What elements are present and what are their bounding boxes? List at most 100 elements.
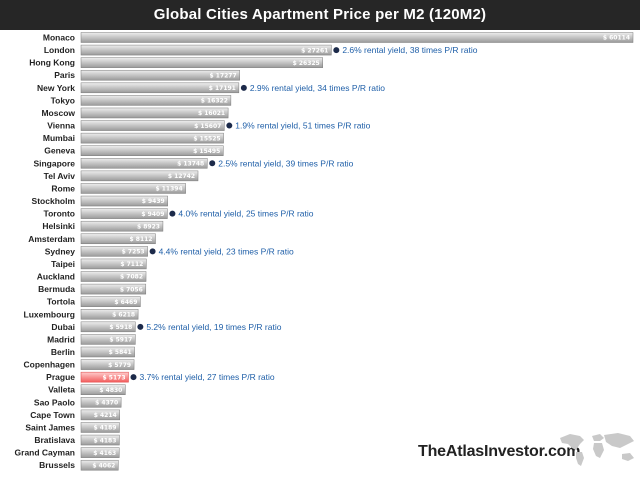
category-label: New York (37, 83, 75, 93)
category-label: Helsinki (42, 221, 75, 231)
category-label: Geneva (44, 146, 75, 156)
bar (80, 459, 119, 471)
bar (80, 434, 120, 446)
brand-logo-text: TheAtlasInvestor.com (418, 443, 581, 460)
category-label: Amsterdam (28, 234, 75, 244)
category-label: Sydney (45, 246, 76, 256)
bar-value-label: $ 8112 (130, 236, 153, 243)
category-label: Tel Aviv (44, 171, 76, 181)
bar (80, 359, 135, 370)
category-label: Saint James (25, 422, 75, 432)
category-label: Singapore (33, 158, 75, 168)
category-label: Vienna (47, 121, 75, 131)
annotation-marker-dot-icon (169, 210, 176, 217)
category-label: Toronto (44, 209, 75, 219)
bar-value-label: $ 15495 (193, 148, 220, 155)
category-label: Dubai (51, 322, 75, 332)
chart-title: Global Cities Apartment Price per M2 (12… (153, 6, 487, 23)
category-label: Copenhagen (24, 360, 75, 370)
annotation-text: 4.4% rental yield, 23 times P/R ratio (159, 246, 294, 256)
annotation-marker-dot-icon (130, 374, 137, 381)
bar (80, 32, 634, 43)
annotation-text: 3.7% rental yield, 27 times P/R ratio (140, 372, 275, 382)
annotation-marker-dot-icon (137, 323, 144, 330)
bar-value-label: $ 16021 (198, 110, 225, 117)
category-label: London (44, 45, 75, 55)
bar (80, 69, 240, 81)
bar-value-label: $ 5779 (108, 362, 131, 369)
bar (80, 208, 168, 219)
bar (80, 283, 147, 295)
annotation-marker-dot-icon (209, 160, 216, 167)
bar-value-label: $ 5918 (109, 324, 132, 331)
bar (80, 145, 224, 156)
annotation-marker-dot-icon (240, 84, 247, 91)
bar-value-label: $ 4214 (94, 412, 117, 419)
bar-value-label: $ 9439 (142, 198, 165, 205)
category-label: Sao Paolo (34, 397, 75, 407)
bar (80, 95, 232, 106)
bar-value-label: $ 13748 (177, 161, 204, 168)
category-label: Tokyo (51, 95, 75, 105)
bar (80, 371, 129, 383)
category-label: Prague (46, 372, 75, 382)
annotation-marker-dot-icon (226, 122, 233, 129)
annotation-text: 2.5% rental yield, 39 times P/R ratio (218, 158, 353, 168)
bar-value-label: $ 17191 (209, 85, 236, 92)
annotation-text: 5.2% rental yield, 19 times P/R ratio (146, 322, 281, 332)
category-label: Valleta (48, 385, 75, 395)
bar (80, 82, 240, 94)
bar-value-label: $ 7253 (122, 249, 145, 256)
category-label: Stockholm (32, 196, 76, 206)
bar (80, 170, 199, 182)
category-label: Berlin (51, 347, 75, 357)
annotation-marker-dot-icon (333, 47, 340, 54)
bar-value-label: $ 7056 (120, 286, 143, 293)
bar-value-label: $ 7112 (120, 261, 143, 268)
bar (80, 120, 225, 131)
category-label: Tortola (47, 297, 75, 307)
bar-value-label: $ 4183 (93, 437, 116, 444)
bar-value-label: $ 5917 (109, 337, 132, 344)
world-map-icon (560, 433, 634, 466)
bar (80, 271, 147, 282)
category-label: Brussels (39, 460, 75, 470)
bar (80, 57, 323, 68)
category-label: Moscow (41, 108, 75, 118)
category-label: Bermuda (38, 284, 75, 294)
title-bar (0, 0, 640, 30)
category-label: Rome (51, 183, 75, 193)
bar-value-label: $ 6469 (114, 299, 137, 306)
bar-value-label: $ 11394 (155, 186, 182, 193)
category-label: Monaco (43, 33, 75, 43)
bar-value-label: $ 17277 (210, 72, 237, 79)
category-label: Auckland (37, 272, 75, 282)
bar-value-label: $ 7082 (120, 274, 143, 281)
bar (80, 132, 224, 144)
bar (80, 422, 120, 433)
bar (80, 44, 332, 56)
annotation-text: 2.6% rental yield, 38 times P/R ratio (342, 45, 477, 55)
bar-value-label: $ 9409 (141, 211, 164, 218)
bar-value-label: $ 12742 (168, 173, 195, 180)
category-label: Mumbai (43, 133, 75, 143)
category-label: Bratislava (34, 435, 75, 445)
bar (80, 233, 156, 245)
bar (80, 195, 168, 207)
bar (80, 397, 122, 408)
bar (80, 107, 229, 119)
category-label: Taipei (51, 259, 75, 269)
bar-value-label: $ 26325 (293, 60, 320, 67)
bar-value-label: $ 4189 (93, 425, 116, 432)
bar-value-label: $ 4163 (93, 450, 116, 457)
bar (80, 220, 164, 232)
bar (80, 447, 120, 458)
bar-value-label: $ 6218 (112, 311, 135, 318)
category-label: Madrid (47, 334, 75, 344)
annotation-text: 1.9% rental yield, 51 times P/R ratio (235, 121, 370, 131)
bar (80, 309, 139, 320)
category-label: Luxembourg (24, 309, 75, 319)
bar (80, 246, 148, 257)
bar-value-label: $ 16322 (201, 98, 228, 105)
